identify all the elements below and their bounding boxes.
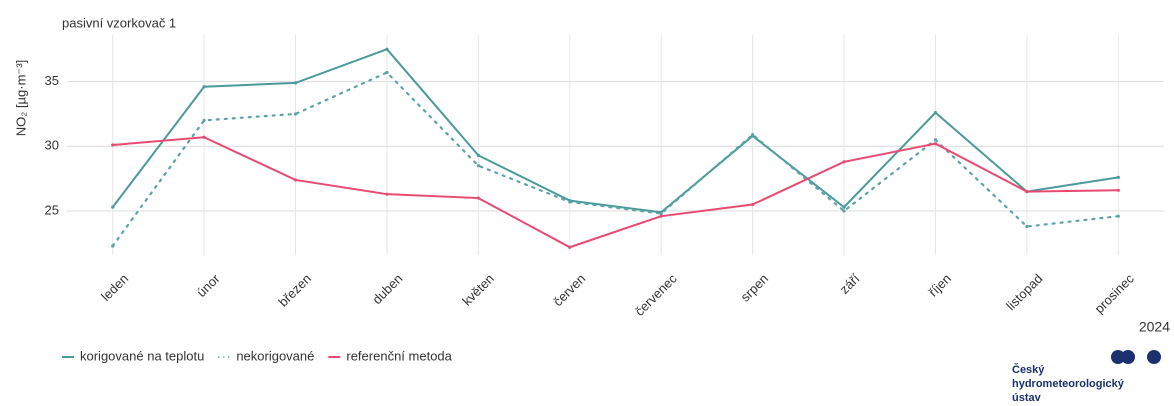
- data-point: [751, 133, 755, 137]
- series-line: [111, 71, 1120, 248]
- x-tick-label: prosinec: [1091, 271, 1137, 317]
- data-point: [1025, 189, 1029, 194]
- data-point: [751, 202, 755, 207]
- data-point: [842, 160, 846, 164]
- data-point: [111, 205, 115, 209]
- data-point: [933, 142, 938, 146]
- chart-title: pasivní vzorkovač 1: [62, 15, 176, 30]
- series-line: [111, 136, 1120, 249]
- data-point: [476, 196, 480, 200]
- legend-label: korigované na teplotu: [80, 348, 204, 363]
- x-tick-label: únor: [194, 270, 223, 299]
- data-point: [293, 81, 298, 85]
- data-point: [1116, 214, 1120, 218]
- x-tick-label: leden: [98, 271, 131, 304]
- data-point: [202, 85, 206, 89]
- data-point: [202, 135, 206, 139]
- x-tick-label: září: [837, 271, 863, 297]
- data-point: [842, 205, 846, 209]
- x-tick-label: červenec: [632, 271, 680, 319]
- logo: Český hydrometeorologický ústav: [1012, 350, 1161, 404]
- logo-dot: [1111, 350, 1125, 364]
- data-point: [659, 211, 663, 216]
- data-point: [111, 244, 115, 248]
- y-tick-label: 30: [45, 138, 59, 153]
- x-tick-label: březen: [275, 271, 314, 310]
- y-tick-label: 35: [45, 73, 59, 88]
- logo-dot: [1147, 350, 1161, 364]
- data-point: [476, 164, 480, 168]
- x-tick-label: srpen: [738, 271, 772, 305]
- x-tick-label: květen: [459, 271, 497, 309]
- series-line: [111, 48, 1120, 214]
- legend-label: referenční metoda: [346, 348, 452, 363]
- logo-text: Český: [1012, 363, 1045, 376]
- data-point: [202, 118, 206, 123]
- data-point: [293, 112, 298, 116]
- logo-text: ústav: [1012, 392, 1042, 404]
- year-label: 2024: [1139, 319, 1170, 335]
- data-point: [659, 214, 663, 218]
- x-tick-label: červen: [550, 271, 588, 309]
- x-tick-label: říjen: [926, 271, 954, 299]
- data-point: [933, 138, 938, 142]
- logo-dot: [1121, 350, 1135, 364]
- data-point: [476, 153, 480, 157]
- x-tick-label: listopad: [1003, 271, 1045, 313]
- legend-label: nekorigované: [236, 348, 314, 363]
- data-point: [1116, 188, 1120, 192]
- data-point: [293, 178, 298, 182]
- y-axis-label: NO₂ [µg·m⁻³]: [13, 60, 28, 136]
- logo-text: hydrometeorologický: [1012, 378, 1125, 390]
- data-point: [842, 209, 846, 213]
- y-tick-label: 25: [45, 202, 59, 217]
- data-point: [933, 111, 938, 115]
- data-point: [385, 47, 389, 51]
- data-point: [1116, 175, 1120, 179]
- data-point: [568, 200, 572, 204]
- x-tick-label: duben: [369, 271, 405, 307]
- data-point: [385, 192, 389, 196]
- data-point: [1025, 224, 1029, 229]
- grid: [67, 35, 1164, 255]
- data-point: [568, 245, 572, 249]
- data-point: [111, 143, 115, 147]
- data-point: [385, 70, 389, 75]
